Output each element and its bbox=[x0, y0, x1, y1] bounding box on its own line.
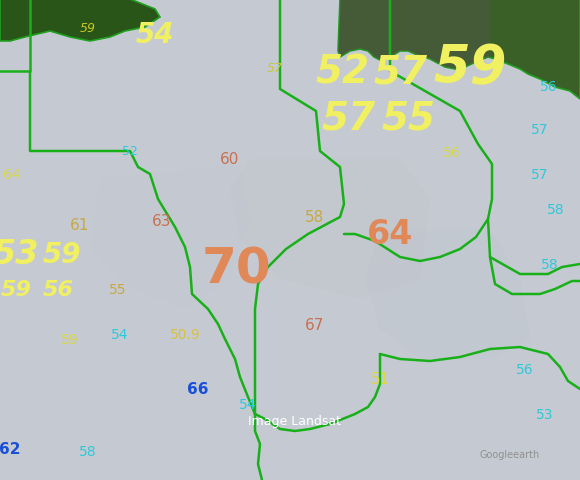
Polygon shape bbox=[338, 0, 490, 70]
Text: 58: 58 bbox=[541, 257, 559, 271]
Text: Image Landsat: Image Landsat bbox=[248, 415, 342, 428]
Text: 56: 56 bbox=[516, 362, 534, 376]
Text: 52: 52 bbox=[315, 54, 369, 92]
Text: 66: 66 bbox=[187, 382, 209, 396]
Text: 60: 60 bbox=[220, 152, 240, 167]
Text: 57: 57 bbox=[321, 99, 375, 137]
Text: 58: 58 bbox=[547, 203, 565, 216]
Text: 57: 57 bbox=[373, 54, 427, 92]
Text: 56: 56 bbox=[42, 279, 74, 300]
Text: 59: 59 bbox=[433, 42, 507, 94]
Text: 56: 56 bbox=[540, 80, 558, 94]
Text: 59: 59 bbox=[43, 240, 81, 268]
Text: 59: 59 bbox=[1, 279, 31, 300]
Text: 57: 57 bbox=[531, 123, 549, 137]
Text: 53: 53 bbox=[0, 238, 39, 271]
Text: 64: 64 bbox=[3, 168, 21, 181]
Text: 52: 52 bbox=[122, 145, 138, 158]
Text: 53: 53 bbox=[536, 407, 554, 421]
Polygon shape bbox=[90, 165, 250, 309]
Text: 59: 59 bbox=[80, 22, 96, 35]
Text: Googleearth: Googleearth bbox=[480, 449, 540, 459]
Text: 67: 67 bbox=[305, 318, 325, 333]
Text: 58: 58 bbox=[306, 210, 325, 225]
Text: 56: 56 bbox=[443, 146, 461, 160]
Text: 55: 55 bbox=[109, 282, 127, 296]
Polygon shape bbox=[230, 160, 430, 300]
Text: 57: 57 bbox=[267, 61, 283, 74]
Polygon shape bbox=[0, 0, 160, 42]
Polygon shape bbox=[338, 0, 580, 100]
Text: 57: 57 bbox=[531, 168, 549, 181]
Text: 59: 59 bbox=[61, 332, 79, 346]
Text: 64: 64 bbox=[367, 218, 413, 251]
Text: 58: 58 bbox=[79, 444, 97, 458]
Text: 54: 54 bbox=[111, 327, 129, 341]
Polygon shape bbox=[365, 229, 530, 359]
Text: 54: 54 bbox=[239, 397, 257, 411]
Text: 51: 51 bbox=[371, 372, 390, 387]
Text: 62: 62 bbox=[0, 442, 21, 456]
Text: 63: 63 bbox=[152, 214, 172, 229]
Text: 54: 54 bbox=[136, 21, 174, 49]
Text: 55: 55 bbox=[381, 99, 435, 137]
Text: 70: 70 bbox=[201, 245, 271, 293]
Text: 50.9: 50.9 bbox=[169, 327, 200, 341]
Text: 61: 61 bbox=[70, 218, 90, 233]
